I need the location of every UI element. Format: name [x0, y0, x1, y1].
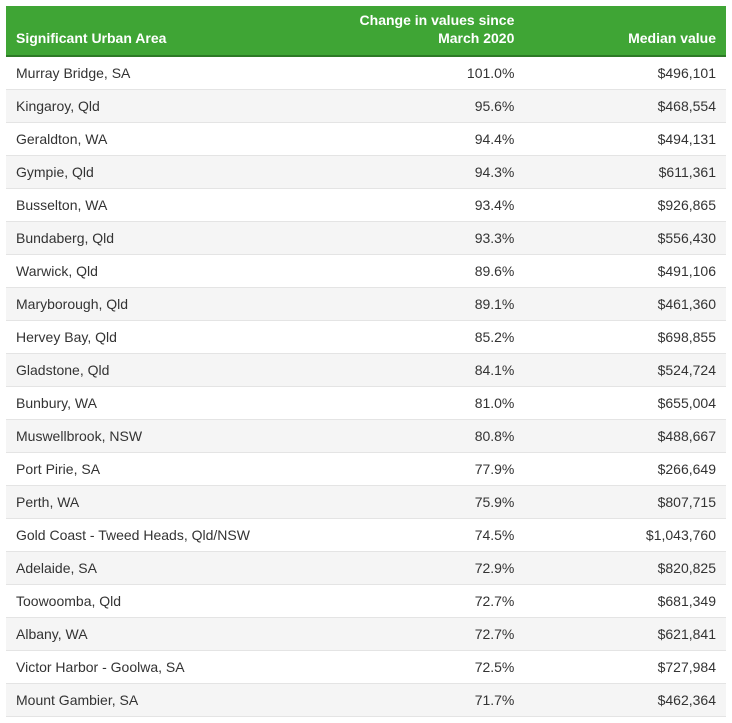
cell-area: Albany, WA [6, 618, 323, 651]
table-row: Mount Gambier, SA71.7%$462,364 [6, 684, 726, 717]
cell-median: $681,349 [524, 585, 726, 618]
cell-change: 84.1% [323, 354, 525, 387]
cell-change: 81.0% [323, 387, 525, 420]
cell-area: Gympie, Qld [6, 156, 323, 189]
cell-change: 85.2% [323, 321, 525, 354]
cell-median: $462,364 [524, 684, 726, 717]
cell-median: $621,841 [524, 618, 726, 651]
cell-area: Kingaroy, Qld [6, 90, 323, 123]
cell-area: Warwick, Qld [6, 255, 323, 288]
cell-median: $727,984 [524, 651, 726, 684]
cell-median: $494,131 [524, 123, 726, 156]
col-header-area-line2: Significant Urban Area [16, 30, 166, 46]
table-row: Murray Bridge, SA101.0%$496,101 [6, 56, 726, 90]
cell-change: 94.3% [323, 156, 525, 189]
cell-change: 101.0% [323, 56, 525, 90]
cell-area: Bunbury, WA [6, 387, 323, 420]
cell-median: $491,106 [524, 255, 726, 288]
cell-median: $698,855 [524, 321, 726, 354]
table-row: Kingaroy, Qld95.6%$468,554 [6, 90, 726, 123]
table-header: Significant Urban Area Change in values … [6, 6, 726, 56]
table-row: Bundaberg, Qld93.3%$556,430 [6, 222, 726, 255]
cell-area: Geraldton, WA [6, 123, 323, 156]
cell-median: $461,360 [524, 288, 726, 321]
cell-area: Perth, WA [6, 486, 323, 519]
col-header-area: Significant Urban Area [6, 6, 323, 56]
cell-area: Muswellbrook, NSW [6, 420, 323, 453]
cell-area: Gold Coast - Tweed Heads, Qld/NSW [6, 519, 323, 552]
cell-median: $524,724 [524, 354, 726, 387]
cell-change: 89.1% [323, 288, 525, 321]
table-row: Toowoomba, Qld72.7%$681,349 [6, 585, 726, 618]
table-body: Murray Bridge, SA101.0%$496,101Kingaroy,… [6, 56, 726, 717]
col-header-median-line2: Median value [628, 30, 716, 46]
cell-change: 93.4% [323, 189, 525, 222]
table-row: Warwick, Qld89.6%$491,106 [6, 255, 726, 288]
cell-change: 77.9% [323, 453, 525, 486]
cell-change: 74.5% [323, 519, 525, 552]
cell-change: 80.8% [323, 420, 525, 453]
cell-area: Toowoomba, Qld [6, 585, 323, 618]
table-row: Gympie, Qld94.3%$611,361 [6, 156, 726, 189]
cell-change: 71.7% [323, 684, 525, 717]
cell-change: 94.4% [323, 123, 525, 156]
table-row: Port Pirie, SA77.9%$266,649 [6, 453, 726, 486]
cell-median: $468,554 [524, 90, 726, 123]
cell-median: $556,430 [524, 222, 726, 255]
table-row: Geraldton, WA94.4%$494,131 [6, 123, 726, 156]
cell-area: Mount Gambier, SA [6, 684, 323, 717]
cell-area: Maryborough, Qld [6, 288, 323, 321]
cell-area: Gladstone, Qld [6, 354, 323, 387]
cell-median: $807,715 [524, 486, 726, 519]
table-row: Maryborough, Qld89.1%$461,360 [6, 288, 726, 321]
cell-median: $1,043,760 [524, 519, 726, 552]
cell-change: 93.3% [323, 222, 525, 255]
table-row: Victor Harbor - Goolwa, SA72.5%$727,984 [6, 651, 726, 684]
table-row: Gladstone, Qld84.1%$524,724 [6, 354, 726, 387]
col-header-change-line2: March 2020 [438, 30, 514, 46]
cell-area: Bundaberg, Qld [6, 222, 323, 255]
cell-area: Murray Bridge, SA [6, 56, 323, 90]
col-header-change: Change in values since March 2020 [323, 6, 525, 56]
cell-change: 95.6% [323, 90, 525, 123]
cell-median: $496,101 [524, 56, 726, 90]
table-row: Adelaide, SA72.9%$820,825 [6, 552, 726, 585]
cell-change: 72.5% [323, 651, 525, 684]
cell-area: Adelaide, SA [6, 552, 323, 585]
cell-median: $926,865 [524, 189, 726, 222]
col-header-change-line1: Change in values since [360, 12, 515, 28]
cell-change: 72.7% [323, 618, 525, 651]
cell-area: Busselton, WA [6, 189, 323, 222]
cell-change: 75.9% [323, 486, 525, 519]
cell-median: $266,649 [524, 453, 726, 486]
cell-median: $820,825 [524, 552, 726, 585]
table-row: Gold Coast - Tweed Heads, Qld/NSW74.5%$1… [6, 519, 726, 552]
table-row: Perth, WA75.9%$807,715 [6, 486, 726, 519]
table-row: Hervey Bay, Qld85.2%$698,855 [6, 321, 726, 354]
cell-change: 89.6% [323, 255, 525, 288]
table-row: Albany, WA72.7%$621,841 [6, 618, 726, 651]
table-row: Bunbury, WA81.0%$655,004 [6, 387, 726, 420]
cell-area: Victor Harbor - Goolwa, SA [6, 651, 323, 684]
cell-median: $488,667 [524, 420, 726, 453]
cell-median: $655,004 [524, 387, 726, 420]
table-row: Muswellbrook, NSW80.8%$488,667 [6, 420, 726, 453]
cell-change: 72.7% [323, 585, 525, 618]
table-row: Busselton, WA93.4%$926,865 [6, 189, 726, 222]
cell-area: Hervey Bay, Qld [6, 321, 323, 354]
col-header-median: Median value [524, 6, 726, 56]
cell-area: Port Pirie, SA [6, 453, 323, 486]
cell-median: $611,361 [524, 156, 726, 189]
cell-change: 72.9% [323, 552, 525, 585]
urban-area-values-table: Significant Urban Area Change in values … [6, 6, 726, 717]
